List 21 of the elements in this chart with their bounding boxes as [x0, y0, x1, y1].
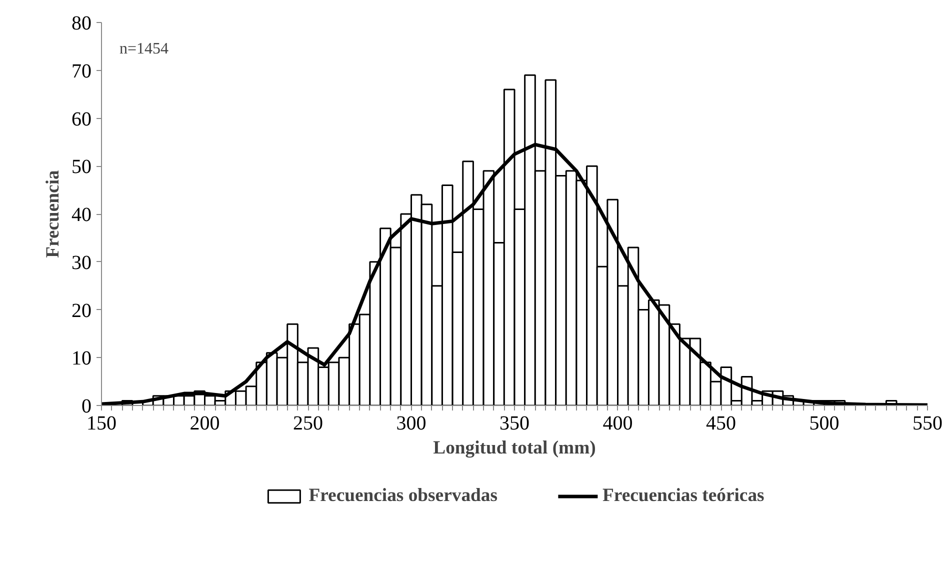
legend-label: Frecuencias teóricas: [602, 485, 764, 507]
annotation: n=1454: [120, 40, 169, 58]
y-tick-label: 30: [72, 252, 92, 274]
y-tick-label: 40: [72, 204, 92, 226]
y-axis-title: Frecuencia: [42, 169, 64, 258]
x-tick-label: 200: [190, 412, 220, 434]
x-tick-label: 350: [500, 412, 530, 434]
y-tick-label: 80: [72, 12, 92, 34]
x-tick-label: 400: [602, 412, 633, 434]
y-tick-label: 10: [72, 348, 92, 370]
y-tick-label: 60: [72, 108, 92, 130]
x-tick-label: 500: [809, 412, 840, 434]
legend-label: Frecuencias observadas: [308, 485, 498, 507]
y-tick-label: 20: [72, 300, 92, 322]
x-tick-label: 450: [706, 412, 736, 434]
y-tick-label: 50: [72, 156, 92, 178]
x-axis-title: Longitud total (mm): [433, 438, 596, 458]
x-tick-label: 250: [293, 412, 323, 434]
x-tick-label: 300: [396, 412, 426, 434]
y-tick-label: 70: [72, 60, 92, 82]
x-tick-label: 550: [912, 412, 942, 434]
